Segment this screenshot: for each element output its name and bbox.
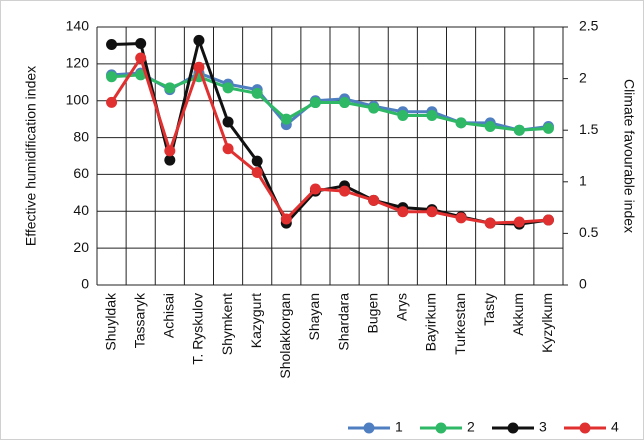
- x-tick-label: Achisai: [161, 293, 177, 338]
- series-marker: [135, 69, 147, 81]
- series-marker: [135, 38, 147, 50]
- series-marker: [135, 52, 147, 64]
- legend-label: 1: [395, 419, 403, 435]
- x-tick-label: Shardara: [335, 293, 351, 351]
- series-marker: [164, 82, 176, 94]
- x-tick-label: T. Ryskulov: [190, 293, 206, 365]
- series-marker: [339, 97, 351, 109]
- series-marker: [309, 183, 321, 195]
- series-marker: [368, 194, 380, 206]
- legend-label: 3: [539, 419, 547, 435]
- y2-tick-label: 2: [579, 69, 587, 85]
- series-marker: [397, 206, 409, 218]
- y-tick-label: 40: [73, 202, 89, 218]
- y2-tick-label: 0: [579, 276, 587, 292]
- series-marker: [513, 124, 525, 136]
- series-marker: [513, 216, 525, 228]
- legend-marker: [363, 422, 375, 434]
- series-line: [111, 73, 549, 132]
- y-tick-label: 100: [66, 91, 90, 107]
- series-marker: [309, 97, 321, 109]
- series-line: [110, 54, 549, 225]
- y-tick-label: 0: [81, 276, 89, 292]
- y-axis-label: Effective humidification index: [23, 66, 39, 246]
- legend-label: 4: [611, 419, 619, 435]
- series-marker: [280, 113, 292, 125]
- series-marker: [542, 122, 554, 134]
- x-tick-label: Shuyldak: [102, 292, 118, 351]
- x-tick-label: Arys: [394, 293, 410, 321]
- x-tick-label: Shayan: [306, 293, 322, 340]
- series-marker: [397, 109, 409, 121]
- x-tick-label: Akkum: [510, 293, 526, 336]
- series-marker: [164, 154, 176, 166]
- series-marker: [193, 61, 205, 73]
- y2-tick-label: 1.5: [579, 121, 599, 137]
- x-tick-label: Bugen: [364, 293, 380, 333]
- series-marker: [164, 145, 176, 157]
- series-marker: [455, 212, 467, 224]
- series-marker: [251, 87, 263, 99]
- y-tick-label: 60: [73, 165, 89, 181]
- x-tick-label: Turkestan: [452, 293, 468, 355]
- x-tick-label: Sholakkorgan: [277, 293, 293, 379]
- legend-label: 2: [467, 419, 475, 435]
- y-tick-label: 80: [73, 128, 89, 144]
- x-tick-label: Shymkent: [219, 293, 235, 355]
- series-marker: [106, 39, 118, 51]
- series-marker: [368, 102, 380, 114]
- series-marker: [222, 82, 234, 94]
- y-tick-label: 120: [66, 55, 90, 71]
- series-marker: [106, 96, 118, 108]
- x-tick-label: Kyzylkum: [539, 293, 555, 353]
- series-marker: [106, 71, 118, 83]
- series-marker: [484, 121, 496, 133]
- y2-tick-label: 1: [579, 173, 587, 189]
- series-marker: [484, 217, 496, 229]
- series-marker: [280, 213, 292, 225]
- series-marker: [455, 117, 467, 129]
- y2-tick-label: 0.5: [579, 224, 599, 240]
- y-tick-label: 20: [73, 239, 89, 255]
- x-tick-label: Tassaryk: [131, 292, 147, 348]
- x-tick-label: Tasty: [481, 293, 497, 326]
- series-marker: [251, 155, 263, 167]
- legend-marker: [507, 422, 519, 434]
- x-tick-label: Kazygurt: [248, 293, 264, 348]
- series-marker: [193, 34, 205, 46]
- legend-marker: [435, 422, 447, 434]
- series-marker: [339, 185, 351, 197]
- legend-marker: [579, 422, 591, 434]
- y2-axis-label: Climate favourable index: [621, 79, 637, 233]
- series-marker: [251, 167, 263, 179]
- series-marker: [222, 116, 234, 128]
- series-marker: [542, 214, 554, 226]
- series-marker: [222, 143, 234, 155]
- y-tick-label: 140: [66, 18, 90, 34]
- series-marker: [426, 206, 438, 218]
- x-tick-label: Bayirkum: [423, 293, 439, 351]
- y2-tick-label: 2.5: [579, 18, 599, 34]
- series-marker: [426, 109, 438, 121]
